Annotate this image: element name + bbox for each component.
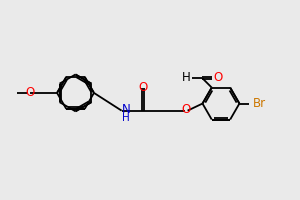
Text: H: H [122,113,130,123]
Text: Br: Br [253,97,266,110]
Text: O: O [214,71,223,84]
Text: N: N [122,103,131,116]
Text: O: O [182,103,191,116]
Text: O: O [26,86,35,99]
Text: O: O [138,81,148,94]
Text: H: H [182,71,191,84]
